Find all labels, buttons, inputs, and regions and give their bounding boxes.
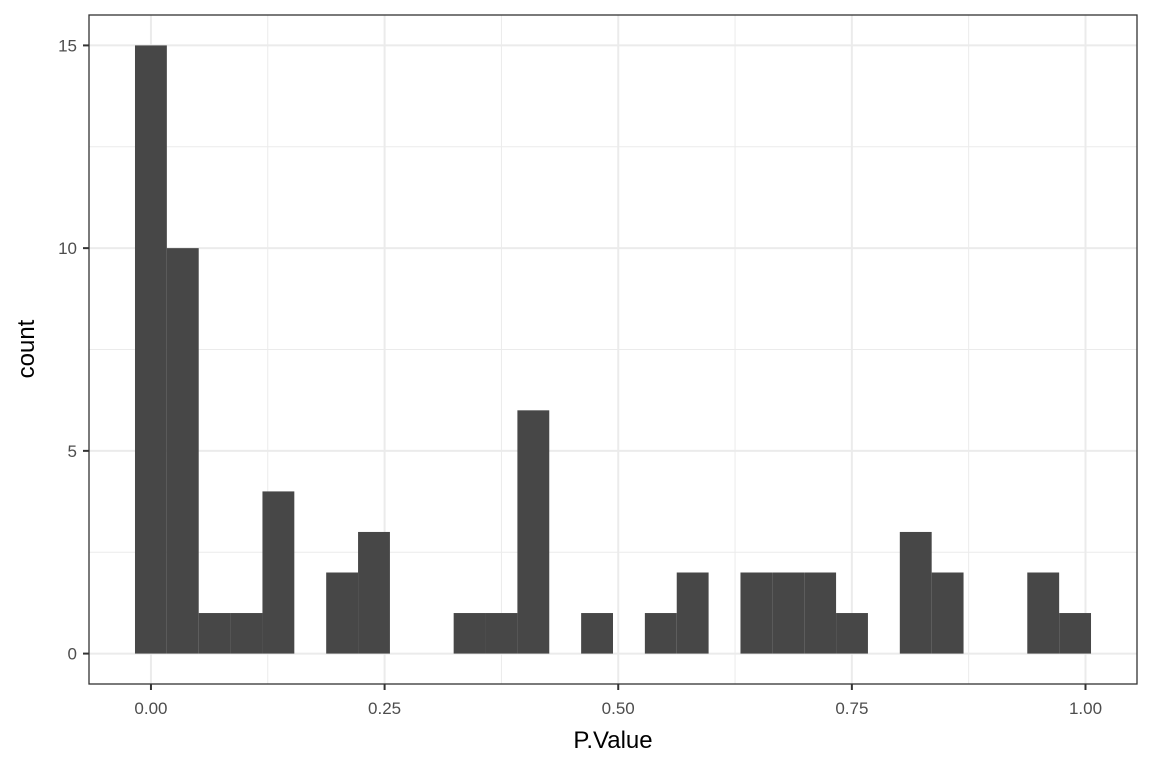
histogram-bar [326,572,359,654]
histogram-bar [644,613,677,654]
histogram-bar [134,45,167,654]
histogram-bar [804,572,837,654]
x-tick-label: 1.00 [1069,699,1102,718]
histogram-bar [772,572,805,654]
axes: 0.00 0.25 0.50 0.75 1.00 0 5 10 15 [58,36,1102,718]
histogram-bar [899,531,932,654]
histogram-bar [581,613,613,654]
histogram-bar [517,410,550,654]
x-tick-label: 0.25 [368,699,401,718]
y-tick-label: 10 [58,239,77,258]
histogram-bar [485,613,518,654]
y-tick-label: 5 [68,442,77,461]
x-tick-label: 0.00 [134,699,167,718]
histogram-bar [262,491,295,654]
histogram-bar [1027,572,1060,654]
y-tick-label: 15 [58,36,77,55]
histogram-bar [453,613,486,654]
histogram-bar [166,248,199,654]
y-axis-title: count [13,319,40,378]
x-tick-label: 0.50 [602,699,635,718]
y-tick-label: 0 [68,645,77,664]
gridlines [89,15,1137,684]
x-axis-title: P.Value [573,727,652,754]
histogram-bar [740,572,773,654]
histogram-bars [134,45,1092,654]
histogram-bar [1059,613,1092,654]
histogram-bar [836,613,868,654]
histogram-bar [358,531,390,654]
histogram-bar [676,572,709,654]
histogram-bar [198,613,231,654]
histogram-bar [931,572,964,654]
histogram-bar [230,613,263,654]
x-tick-label: 0.75 [835,699,868,718]
panel-border [88,14,1138,685]
